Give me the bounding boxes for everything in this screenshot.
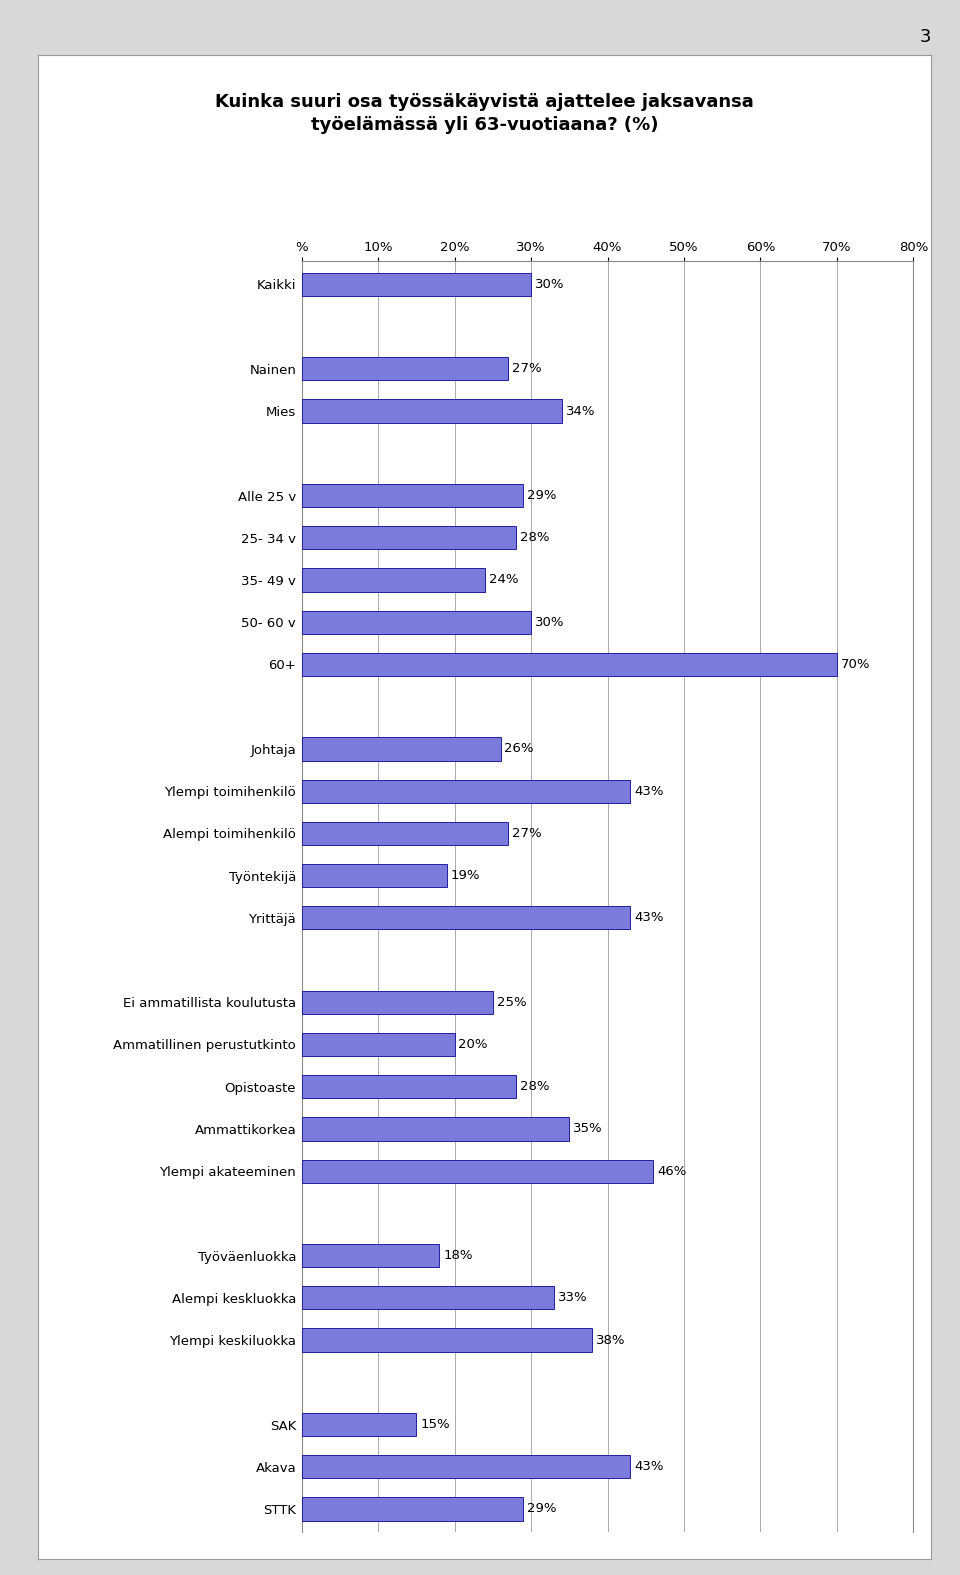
Text: 19%: 19% [451, 869, 480, 882]
Text: 28%: 28% [519, 531, 549, 545]
Bar [301, 484, 523, 507]
Bar [301, 1117, 569, 1140]
Text: 46%: 46% [658, 1164, 686, 1178]
Bar [301, 1328, 592, 1351]
Bar [301, 1413, 417, 1436]
Text: 35%: 35% [573, 1123, 603, 1136]
Bar [301, 1287, 554, 1309]
Text: 43%: 43% [635, 912, 663, 925]
Bar [301, 358, 508, 381]
Bar [301, 737, 500, 761]
Bar [301, 780, 631, 803]
Text: 20%: 20% [459, 1038, 488, 1051]
Text: Kuinka suuri osa työssäkäyvistä ajattelee jaksavansa
työelämässä yli 63-vuotiaan: Kuinka suuri osa työssäkäyvistä ajattele… [215, 93, 755, 134]
Text: 3: 3 [920, 28, 931, 46]
Text: 25%: 25% [496, 995, 526, 1008]
Text: 29%: 29% [527, 1503, 557, 1515]
Text: 18%: 18% [444, 1249, 472, 1262]
Text: 15%: 15% [420, 1418, 450, 1432]
Text: 29%: 29% [527, 490, 557, 502]
Bar [301, 1455, 631, 1479]
Bar [301, 652, 837, 676]
Text: 27%: 27% [512, 827, 541, 839]
Text: 43%: 43% [635, 784, 663, 797]
Bar [301, 865, 447, 887]
Bar [301, 1076, 516, 1098]
Bar [301, 611, 531, 633]
Text: 38%: 38% [596, 1334, 626, 1347]
Bar [301, 400, 562, 422]
Bar [301, 569, 485, 592]
Text: 43%: 43% [635, 1460, 663, 1473]
Bar [301, 1498, 523, 1520]
Bar [301, 991, 492, 1014]
Text: 34%: 34% [565, 405, 595, 417]
Bar [301, 272, 531, 296]
Bar [301, 1244, 440, 1268]
Bar [301, 1033, 455, 1057]
Bar [301, 822, 508, 844]
Text: 33%: 33% [558, 1292, 588, 1304]
Text: 27%: 27% [512, 362, 541, 375]
Bar [301, 526, 516, 550]
Text: 70%: 70% [841, 658, 870, 671]
Bar [301, 1159, 654, 1183]
Text: 24%: 24% [489, 573, 518, 586]
Bar [301, 906, 631, 929]
Text: 28%: 28% [519, 1080, 549, 1093]
Text: 26%: 26% [504, 742, 534, 756]
Text: 30%: 30% [535, 616, 564, 628]
Text: 30%: 30% [535, 277, 564, 291]
